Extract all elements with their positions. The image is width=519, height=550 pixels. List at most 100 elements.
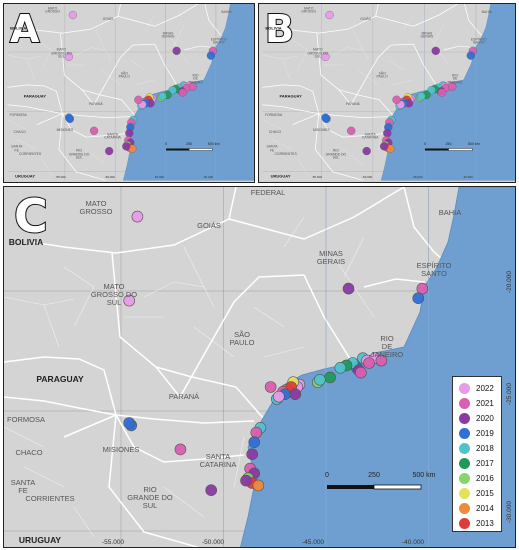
country-label-bolivia: BOLIVIA [8, 237, 44, 247]
region-label-rio-de-janeiro: RIO DE JANEIRO [447, 73, 463, 85]
occurrence-point [123, 294, 135, 307]
state-border [111, 252, 305, 399]
occurrence-point [392, 95, 401, 104]
panel-b: B MATO GROSSO GOIÁS FEDERAL BAHIA MINAS GERA… [258, 3, 516, 183]
region-label-corrientes: CORRIENTES [274, 152, 297, 157]
internal-border [63, 266, 95, 328]
state-border [115, 414, 255, 424]
occurrence-point [362, 146, 371, 156]
year-legend: 2022 2021 2020 2019 2018 2017 2016 2015 2014 2013 [452, 376, 502, 532]
occurrence-point [248, 436, 261, 448]
state-border [7, 104, 63, 115]
region-label-goias: GOIÁS [197, 221, 221, 231]
state-border [62, 113, 126, 138]
occurrence-point [250, 426, 263, 439]
occurrence-point [347, 126, 356, 135]
longitude-tick: -55.000 [102, 539, 125, 546]
occurrence-point [321, 52, 330, 61]
occurrence-point [64, 113, 73, 122]
state-border [155, 366, 265, 420]
occurrence-point [174, 443, 187, 456]
internal-border [120, 124, 126, 150]
internal-border [23, 466, 65, 488]
occurrence-point [466, 51, 475, 60]
internal-border [73, 506, 95, 538]
state-border [154, 43, 179, 88]
legend-year: 2018 [476, 444, 494, 453]
state-border [108, 414, 200, 547]
occurrence-point [105, 146, 114, 156]
occurrence-point [188, 82, 197, 91]
internal-border [7, 119, 28, 130]
region-label-rio-grande-do-sul: RIO GRANDE DO SUL [325, 148, 347, 160]
internal-border [163, 486, 205, 518]
legend-swatch [459, 503, 470, 514]
region-label-chaco: CHACO [268, 129, 282, 134]
region-label-santa-fe: SANTA FE [11, 144, 23, 153]
region-label-mato-grosso: MATO GROSSO [301, 6, 317, 14]
panel-a-map [4, 4, 254, 182]
state-border [413, 43, 438, 88]
region-label-goias: GOIÁS [360, 16, 371, 21]
region-label-rio-grande-do-sul: RIO GRANDE DO SUL [68, 148, 90, 160]
internal-border [403, 15, 414, 31]
occurrence-point [314, 374, 326, 386]
legend-item-2020: 2020 [459, 411, 501, 426]
region-label-mato-grosso-do-sul: MATO GROSSO DO SUL [307, 47, 329, 59]
internal-border [76, 47, 106, 56]
region-label-espirito-santo: ESPÍRITO SANTO [210, 37, 227, 45]
atlantic-ocean [240, 187, 515, 547]
internal-border [292, 39, 308, 71]
legend-swatch [459, 518, 470, 529]
region-label-chaco: CHACO [13, 129, 26, 134]
occurrence-point [158, 92, 167, 101]
region-label-sao-paulo: SÃO PAULO [376, 71, 388, 79]
latitude-tick: -25.000 [506, 383, 513, 406]
occurrence-point [417, 92, 426, 101]
state-border [318, 113, 384, 138]
region-label-minas-gerais: MINAS GERAIS [420, 31, 434, 39]
legend-swatch [459, 458, 470, 469]
legend-swatch [459, 383, 470, 394]
region-label-minas-gerais: MINAS GERAIS [161, 31, 175, 39]
internal-border [95, 30, 111, 61]
internal-border [388, 59, 404, 71]
region-label-misiones: MISIONES [56, 128, 74, 133]
state-border [375, 4, 459, 27]
region-label-corrientes: CORRIENTES [18, 152, 42, 157]
state-border [4, 396, 117, 416]
legend-item-2016: 2016 [459, 471, 501, 486]
scale-bar-label: 0 [423, 142, 426, 147]
country-label-uruguay: URUGUAY [15, 173, 35, 179]
legend-swatch [459, 413, 470, 424]
legend-year: 2020 [476, 414, 494, 423]
occurrence-point [448, 82, 457, 91]
scale-bar [424, 148, 473, 151]
internal-border [393, 79, 414, 85]
state-border [318, 113, 389, 119]
internal-border [193, 326, 235, 358]
internal-border [342, 149, 364, 165]
legend-item-2017: 2017 [459, 456, 501, 471]
internal-border [253, 306, 285, 328]
region-label-santa-catarina: SANTA CATARINA [104, 132, 121, 140]
state-border [117, 4, 199, 27]
region-label-federal: FEDERAL [250, 188, 286, 198]
occurrence-point [273, 390, 285, 403]
region-label-misiones: MISIONES [313, 128, 330, 133]
internal-border [332, 47, 364, 56]
legend-year: 2015 [476, 489, 494, 498]
occurrence-point [427, 86, 436, 95]
country-label-paraguay: PARAGUAY [279, 93, 302, 99]
longitude-tick: -45.000 [153, 175, 164, 180]
country-label-paraguay: PARAGUAY [23, 93, 47, 99]
occurrence-point [355, 366, 367, 379]
region-label-bahia: BAHIA [221, 10, 232, 15]
region-label-sao-paulo: SÃO PAULO [229, 330, 255, 347]
internal-border [144, 15, 155, 31]
region-label-espirito-santo: ESPÍRITO SANTO [470, 37, 487, 45]
internal-border [233, 436, 245, 488]
internal-border [343, 236, 365, 278]
region-label-mato-grosso-do-sul: MATO GROSSO DO SUL [90, 282, 138, 307]
occurrence-point [68, 10, 77, 20]
